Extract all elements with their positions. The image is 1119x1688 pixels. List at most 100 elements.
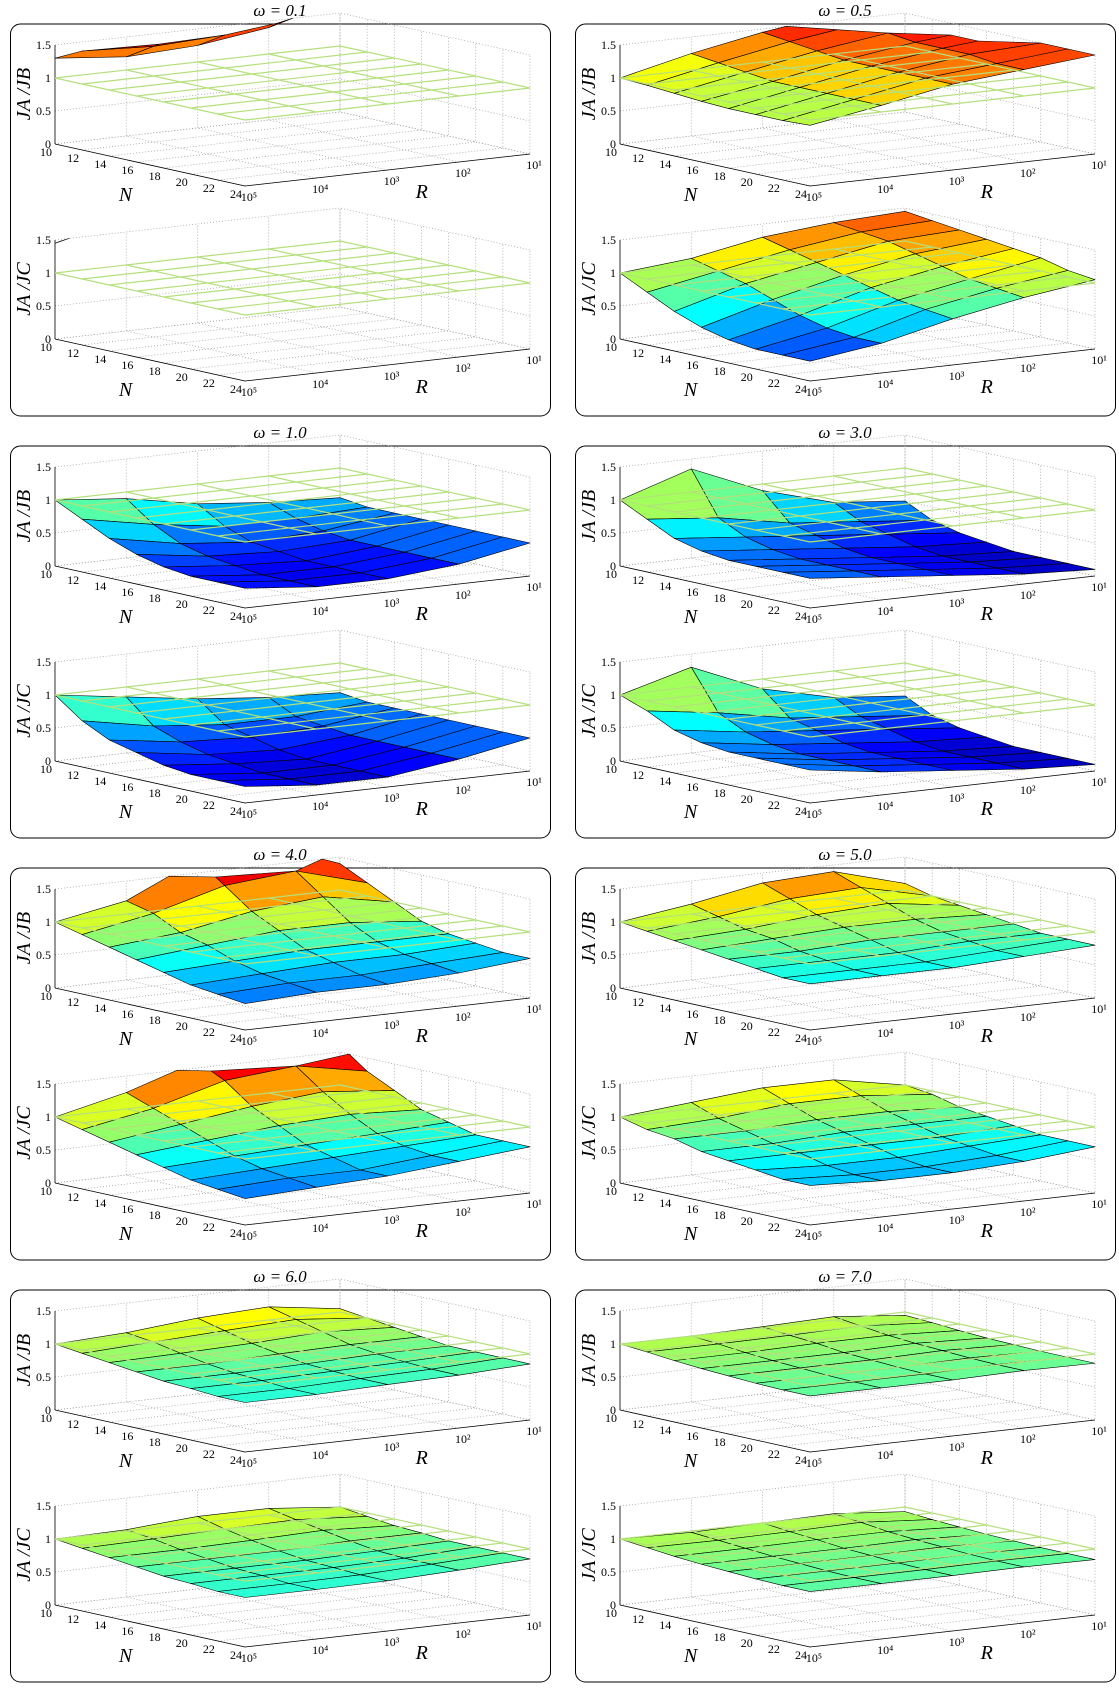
r-tick-label: 10⁵ — [241, 385, 257, 399]
r-tick-label: 10² — [455, 361, 471, 375]
r-tick-label: 10² — [1020, 166, 1036, 180]
grid-line — [54, 240, 531, 284]
z-tick-label: 0 — [610, 1176, 616, 1190]
reference-plane-line — [339, 467, 531, 511]
n-tick-label: 22 — [203, 1642, 215, 1656]
n-axis — [54, 338, 246, 382]
r-axis-label: R — [415, 1025, 428, 1047]
r-axis-label: R — [980, 798, 993, 820]
r-tick-label: 10² — [1020, 361, 1036, 375]
panel-title: ω = 5.0 — [818, 845, 872, 864]
r-tick-label: 10⁴ — [877, 604, 893, 618]
surface-patch — [197, 22, 279, 46]
reference-plane-line — [904, 240, 1096, 284]
n-tick-label: 24 — [795, 1453, 807, 1467]
reference-plane-line — [339, 662, 531, 706]
n-axis — [54, 1604, 246, 1648]
r-axis-label: R — [980, 1447, 993, 1469]
z-axis-label: JA /JC — [13, 1528, 35, 1582]
panel-title: ω = 7.0 — [818, 1267, 872, 1286]
z-axis-label: JA /JB — [578, 1334, 600, 1386]
n-tick-label: 20 — [741, 1019, 753, 1033]
n-tick-label: 10 — [40, 762, 52, 776]
r-tick-label: 10¹ — [526, 158, 542, 172]
surface-patch — [782, 969, 882, 985]
r-tick-label: 10⁵ — [241, 190, 257, 204]
n-tick-label: 12 — [632, 995, 644, 1009]
n-tick-label: 24 — [795, 1648, 807, 1662]
n-tick-label: 18 — [149, 169, 161, 183]
r-tick-label: 10¹ — [1091, 158, 1107, 172]
n-tick-label: 10 — [605, 1411, 617, 1425]
n-tick-label: 22 — [768, 1220, 780, 1234]
z-tick-label: 1.5 — [601, 1077, 616, 1091]
z-tick-label: 1 — [45, 266, 51, 280]
n-axis — [54, 1409, 246, 1453]
r-axis — [809, 1419, 1096, 1453]
r-tick-label: 10⁴ — [312, 1026, 328, 1040]
n-tick-label: 24 — [230, 609, 242, 623]
n-tick-label: 14 — [659, 157, 671, 171]
reference-plane-line — [339, 1506, 531, 1550]
z-tick-label: 1 — [610, 71, 616, 85]
surface-patch — [782, 337, 882, 362]
reference-plane-line — [268, 1319, 459, 1363]
r-tick-label: 10³ — [949, 1440, 965, 1454]
r-axis — [244, 1419, 531, 1453]
r-tick-label: 10¹ — [526, 1619, 542, 1633]
n-tick-label: 10 — [605, 989, 617, 1003]
n-tick-label: 10 — [605, 762, 617, 776]
r-tick-label: 10² — [455, 1432, 471, 1446]
z-tick-label: 0.5 — [601, 948, 616, 962]
n-tick-label: 18 — [149, 1208, 161, 1222]
n-tick-label: 18 — [149, 1435, 161, 1449]
z-tick-label: 1 — [45, 493, 51, 507]
n-tick-label: 14 — [659, 774, 671, 788]
r-axis — [809, 348, 1096, 382]
n-tick-label: 16 — [121, 780, 133, 794]
r-tick-label: 10³ — [949, 1213, 965, 1227]
panel-title: ω = 3.0 — [818, 423, 872, 442]
z-tick-label: 0 — [610, 754, 616, 768]
n-tick-label: 14 — [94, 1618, 106, 1632]
z-tick-label: 0 — [45, 559, 51, 573]
n-tick-label: 12 — [67, 1612, 79, 1626]
r-tick-label: 10³ — [384, 596, 400, 610]
r-tick-label: 10¹ — [1091, 580, 1107, 594]
n-tick-label: 18 — [714, 1208, 726, 1222]
n-tick-label: 18 — [714, 1013, 726, 1027]
surface-patch — [54, 46, 154, 59]
panel-title: ω = 0.5 — [818, 1, 871, 20]
n-tick-label: 24 — [230, 1226, 242, 1240]
reference-plane-line — [833, 897, 1024, 941]
r-tick-label: 10¹ — [526, 1424, 542, 1438]
reference-plane-line — [126, 491, 317, 535]
r-axis-label: R — [415, 1642, 428, 1664]
n-tick-label: 20 — [176, 1636, 188, 1650]
surface-patch — [782, 763, 882, 773]
r-axis-label: R — [415, 1220, 428, 1242]
n-tick-label: 16 — [121, 1429, 133, 1443]
n-axis — [54, 987, 246, 1031]
n-tick-label: 10 — [40, 567, 52, 581]
z-tick-label: 0.5 — [36, 1143, 51, 1157]
r-axis-label: R — [415, 798, 428, 820]
r-tick-label: 10⁴ — [877, 1221, 893, 1235]
panel: ω = 3.0 00.511.510 12 14 16 18 20 22 2410⁵10⁴10³… — [575, 423, 1116, 839]
z-tick-label: 0.5 — [36, 1370, 51, 1384]
n-tick-label: 22 — [203, 1220, 215, 1234]
r-tick-label: 10¹ — [1091, 353, 1107, 367]
n-tick-label: 16 — [121, 163, 133, 177]
reference-plane-line — [126, 69, 317, 113]
n-tick-label: 20 — [741, 1636, 753, 1650]
reference-plane-line — [54, 1116, 246, 1160]
panel-title: ω = 1.0 — [253, 423, 307, 442]
n-tick-label: 20 — [176, 175, 188, 189]
r-axis-label: R — [415, 1447, 428, 1469]
r-tick-label: 10⁵ — [806, 190, 822, 204]
n-axis — [619, 1409, 811, 1453]
n-axis-label: N — [118, 801, 134, 823]
